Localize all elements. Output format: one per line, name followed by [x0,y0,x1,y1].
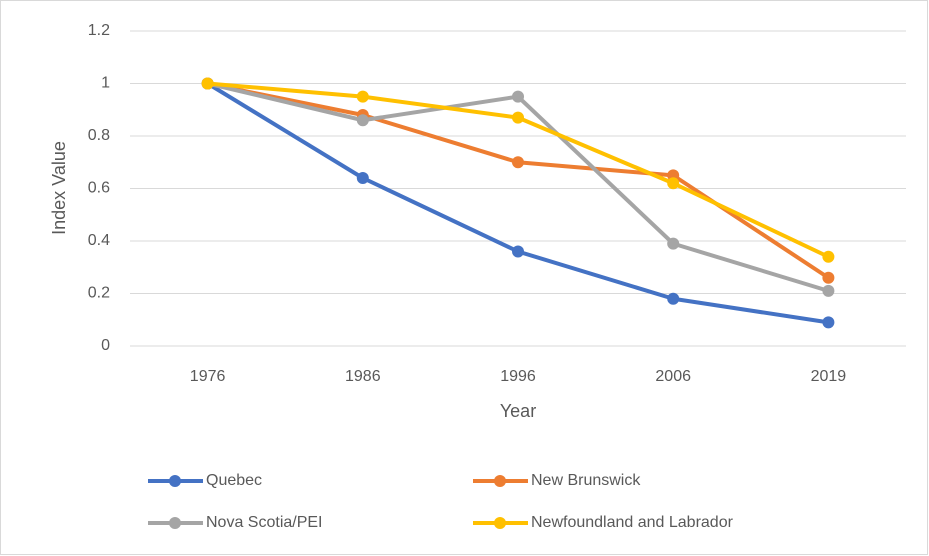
data-point [667,292,680,305]
y-tick-label: 0 [101,337,110,354]
data-point [356,90,369,103]
y-tick-label: 1 [101,75,110,92]
legend-marker [494,475,506,487]
data-point [356,172,369,184]
y-tick-label: 0.8 [88,127,110,144]
data-point [512,245,524,258]
y-axis-title: Index Value [49,141,69,235]
x-tick-label: 1996 [500,368,536,385]
data-point [512,90,524,103]
data-point [512,111,524,124]
data-point [667,237,680,250]
x-tick-label: 1976 [190,368,226,385]
data-point [822,316,835,329]
legend-label: Quebec [206,472,262,489]
legend-label: Nova Scotia/PEI [206,514,323,531]
x-tick-label: 2019 [811,368,847,385]
legend-marker [169,475,181,487]
y-tick-label: 0.4 [88,232,110,249]
legend-marker [494,517,506,529]
x-axis-title: Year [500,401,536,421]
y-tick-label: 0.2 [88,285,110,302]
x-tick-label: 1986 [345,368,381,385]
data-point [201,77,214,90]
y-tick-label: 0.6 [88,180,110,197]
data-point [667,177,680,190]
data-point [822,250,835,263]
data-point [822,271,835,284]
legend-label: Newfoundland and Labrador [531,514,734,531]
x-tick-label: 2006 [655,368,691,385]
legend-label: New Brunswick [531,472,641,489]
data-point [822,284,835,297]
data-point [356,114,369,127]
data-point [512,156,524,169]
y-tick-label: 1.2 [88,22,110,39]
legend-marker [169,517,181,529]
